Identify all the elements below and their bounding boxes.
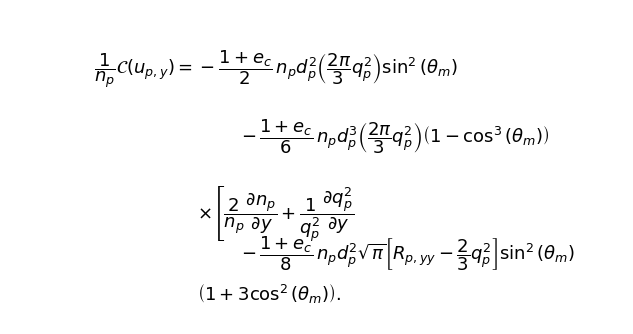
- Text: $\dfrac{1}{n_p}\mathcal{C}(u_{p,y}) = -\dfrac{1+e_c}{2}\, n_p d_p^2 \left(\dfrac: $\dfrac{1}{n_p}\mathcal{C}(u_{p,y}) = -\…: [94, 48, 457, 90]
- Text: $\times\left[\dfrac{2}{n_p}\dfrac{\partial n_p}{\partial y} + \dfrac{1}{q_p^2}\d: $\times\left[\dfrac{2}{n_p}\dfrac{\parti…: [197, 184, 354, 243]
- Text: $\left(1 + 3\cos^2(\theta_m)\right).$: $\left(1 + 3\cos^2(\theta_m)\right).$: [197, 283, 341, 306]
- Text: $-\,\dfrac{1+e_c}{8}\, n_p d_p^2\sqrt{\pi}\left[R_{p,yy} - \dfrac{2}{3}q_p^2\rig: $-\,\dfrac{1+e_c}{8}\, n_p d_p^2\sqrt{\p…: [241, 234, 575, 273]
- Text: $-\,\dfrac{1+e_c}{6}\, n_p d_p^3 \left(\dfrac{2\pi}{3}q_p^2\right)\left(1 - \cos: $-\,\dfrac{1+e_c}{6}\, n_p d_p^3 \left(\…: [241, 117, 549, 156]
